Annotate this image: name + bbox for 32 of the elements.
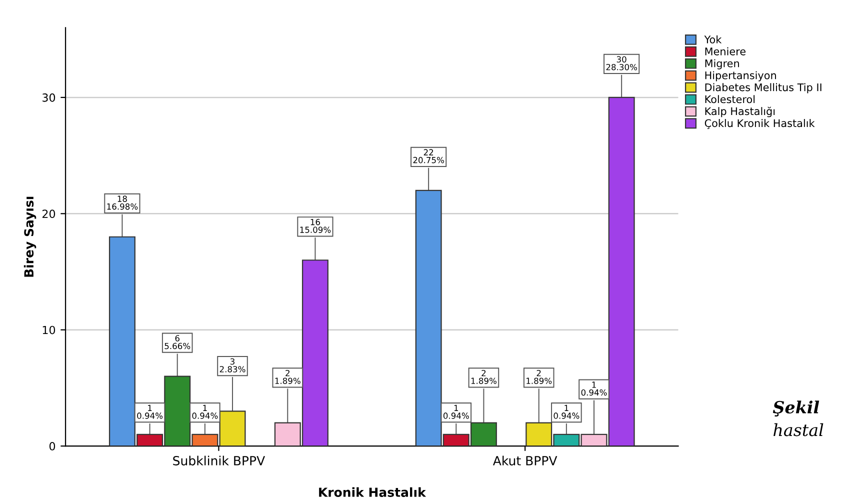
y-tick-label: 20 [42, 210, 56, 218]
legend-label: Migren [705, 59, 739, 70]
data-label: 1 0.94% [554, 404, 580, 419]
y-tick-label: 10 [42, 326, 56, 334]
data-label: 2 1.89% [471, 370, 496, 384]
text: Şekil [772, 400, 820, 417]
data-label: 16 15.09% [300, 218, 331, 233]
data-label: 2 1.89% [526, 370, 552, 384]
y-tick-label: 30 [42, 93, 56, 102]
data-label: 1 0.94% [137, 404, 163, 419]
legend-label: Yok [704, 35, 722, 44]
legend-label: Hipertansiyon [705, 71, 776, 82]
legend-label: Meniere [705, 47, 746, 56]
data-label: 3 2.83% [220, 358, 246, 372]
data-label: 1 0.94% [192, 404, 218, 419]
x-tick-label: Subklinik BPPV [173, 456, 265, 466]
y-axis-title: Birey Sayısı [24, 196, 36, 277]
x-axis-title: Kronik Hastalık [319, 487, 426, 497]
legend-label: Çoklu Kronik Hastalık [704, 119, 815, 129]
legend-label: Kolesterol [705, 95, 755, 104]
data-label: 6 5.66% [164, 335, 190, 350]
data-label: 18 16.98% [107, 196, 138, 210]
legend-label: Diabetes Mellitus Tip II [705, 83, 822, 94]
legend-label: Kalp Hastalığı [705, 106, 775, 118]
data-label: 1 0.94% [443, 404, 469, 419]
data-label: 30 28.30% [606, 56, 637, 70]
text: hastal [774, 423, 824, 436]
data-label: 22 20.75% [413, 149, 444, 164]
x-tick-label: Akut BPPV [492, 456, 558, 466]
data-label: 2 1.89% [275, 370, 300, 384]
y-tick-label: 0 [49, 442, 56, 450]
data-label: 1 0.94% [581, 382, 607, 396]
